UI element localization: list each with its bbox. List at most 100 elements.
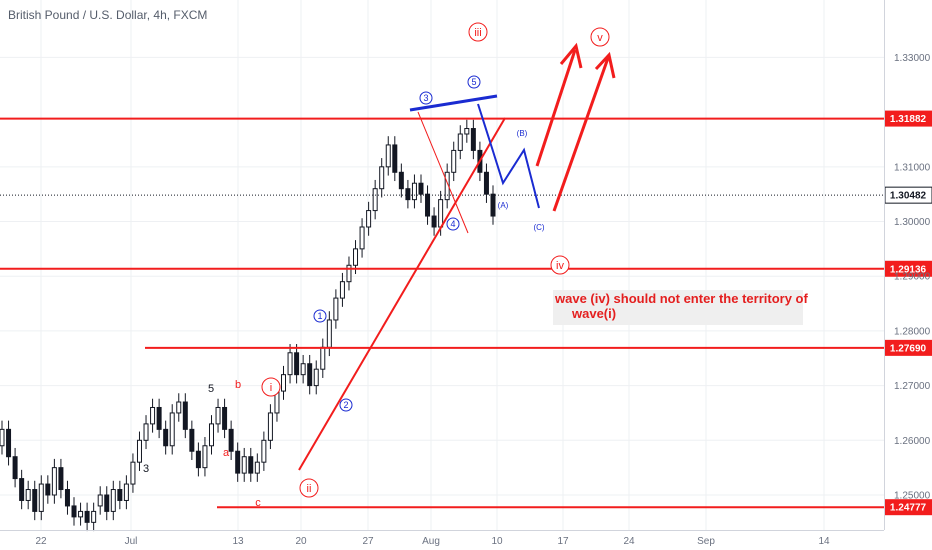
candle-body xyxy=(339,281,345,299)
candle-body xyxy=(254,461,260,474)
candle-body xyxy=(110,489,116,512)
candle-body xyxy=(287,352,293,376)
current-price-label: 1.30482 xyxy=(890,191,927,202)
level-price-label: 1.24777 xyxy=(890,503,927,514)
candle-body xyxy=(411,182,417,201)
candle-body xyxy=(392,144,398,173)
wave-label: (A) xyxy=(498,201,509,210)
level-price-badge xyxy=(885,499,932,516)
candle-body xyxy=(405,188,411,201)
y-tick-label: 1.26000 xyxy=(894,436,931,447)
candle-body xyxy=(163,428,169,447)
candle-body xyxy=(150,406,156,425)
wave-label: c xyxy=(255,497,261,509)
candle-body xyxy=(425,193,431,217)
channel-line xyxy=(417,111,469,234)
candle-body xyxy=(307,363,313,387)
level-price-badge xyxy=(885,339,932,356)
symbol-title: British Pound / U.S. Dollar, 4h, FXCM xyxy=(8,8,207,22)
candles xyxy=(0,119,496,532)
candle-body xyxy=(12,456,18,480)
note-box: wave (iv) should not enter the territory… xyxy=(553,290,808,325)
candle-body xyxy=(130,461,136,485)
note-background xyxy=(553,290,803,325)
y-tick-label: 1.27000 xyxy=(894,381,931,392)
candle-body xyxy=(202,445,208,469)
wave-label: iii xyxy=(474,27,481,39)
candle-body xyxy=(6,428,12,458)
x-tick-label: Aug xyxy=(422,536,440,547)
candle-body xyxy=(156,406,162,430)
candle-body xyxy=(333,297,339,321)
candle-body xyxy=(117,489,123,501)
y-tick-label: 1.33000 xyxy=(894,53,931,64)
candle-body xyxy=(281,374,287,392)
wave-label: i xyxy=(270,382,272,394)
candle-body xyxy=(45,483,51,496)
wave-label: v xyxy=(597,32,603,44)
wave-label: ii xyxy=(307,483,312,495)
wave-circle xyxy=(446,217,460,231)
candle-body xyxy=(136,439,142,463)
price-axis: 1.33000 1.31000 1.30000 1.29000 1.28000 1.270… xyxy=(884,0,931,530)
level-price-label: 1.31882 xyxy=(890,114,927,125)
candle-body xyxy=(438,199,444,228)
wave-label: 4 xyxy=(450,219,455,229)
time-axis: 22 Jul 13 20 27 Aug 10 17 24 Sep 14 xyxy=(0,530,884,547)
candle-body xyxy=(228,428,234,452)
candle-body xyxy=(457,133,463,151)
candle-body xyxy=(104,494,110,512)
candle-body xyxy=(379,166,385,190)
level-price-label: 1.27690 xyxy=(890,343,927,354)
wave-label: 3 xyxy=(423,93,428,103)
candle-body xyxy=(300,363,306,376)
candle-body xyxy=(208,423,214,447)
candle-body xyxy=(451,149,457,173)
candle-body xyxy=(97,494,103,507)
x-tick-label: 20 xyxy=(295,536,307,547)
candle-body xyxy=(366,210,372,228)
y-tick-label: 1.30000 xyxy=(894,217,931,228)
wave-drawings xyxy=(298,42,616,471)
wave-label: a xyxy=(223,447,230,459)
candle-body xyxy=(490,193,496,217)
candle-body xyxy=(169,412,175,447)
x-tick-label: 27 xyxy=(362,536,374,547)
wave-circle xyxy=(468,22,488,42)
level-price-label: 1.29136 xyxy=(890,264,927,275)
candle-body xyxy=(222,406,228,430)
candle-body xyxy=(483,171,489,195)
wave-circle xyxy=(313,309,327,323)
wave-label: (B) xyxy=(517,129,528,138)
candle-body xyxy=(78,510,84,518)
candle-body xyxy=(241,456,247,474)
abc-correction-path xyxy=(477,103,540,209)
candle-body xyxy=(215,406,221,425)
x-tick-label: Jul xyxy=(125,536,138,547)
candle-body xyxy=(19,478,25,501)
upper-channel-line xyxy=(409,94,498,112)
grid xyxy=(0,0,884,530)
note-line-1: wave (iv) should not enter the territory… xyxy=(554,291,808,306)
candle-body xyxy=(195,450,201,469)
note-line-2: wave(i) xyxy=(571,306,616,321)
candle-body xyxy=(418,182,424,195)
wave-circle xyxy=(339,398,353,412)
candle-body xyxy=(431,215,437,228)
candle-body xyxy=(353,248,359,266)
wave-label: 5 xyxy=(471,77,476,87)
candle-body xyxy=(189,428,195,452)
candle-body xyxy=(71,505,77,518)
candle-body xyxy=(359,226,365,250)
candle-body xyxy=(267,412,273,441)
candle-body xyxy=(372,188,378,212)
wave-circle xyxy=(590,27,610,47)
candle-body xyxy=(32,489,38,512)
candle-body xyxy=(464,128,470,135)
candle-body xyxy=(0,428,5,447)
candle-body xyxy=(182,401,188,430)
wave-label: (C) xyxy=(533,223,544,232)
level-price-badge xyxy=(885,110,932,127)
